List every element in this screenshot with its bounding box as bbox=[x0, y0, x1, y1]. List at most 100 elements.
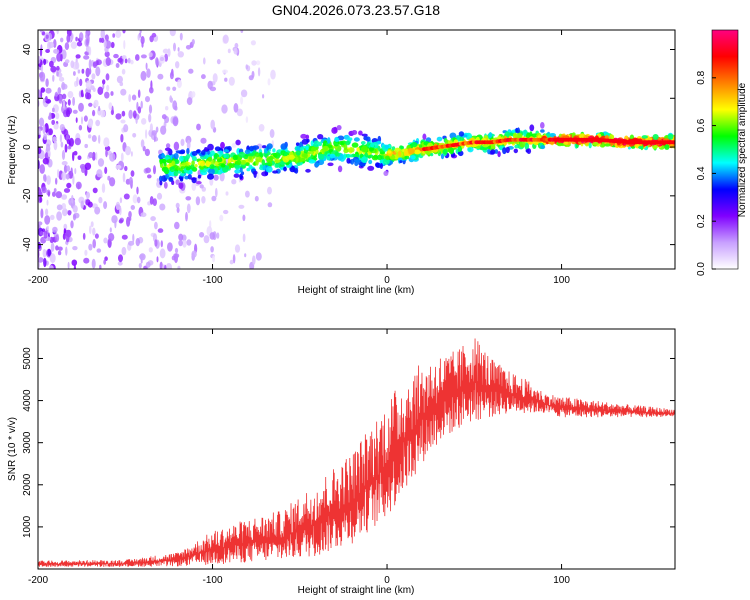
spectrogram-ridge-cell bbox=[516, 132, 523, 140]
spectrogram-noise-cell bbox=[177, 51, 184, 58]
colorbar-label: Normalized spectral amplitude bbox=[737, 82, 748, 217]
spectrogram-noise-cell bbox=[61, 81, 66, 91]
spectrogram-noise-cell bbox=[103, 39, 107, 49]
spectrogram-noise-cell bbox=[72, 205, 78, 213]
spectrogram-noise-cell bbox=[159, 248, 166, 259]
spectrogram-noise-cell bbox=[209, 86, 217, 92]
spectrogram-noise-cell bbox=[130, 170, 135, 177]
spectrogram-ridge-cell bbox=[343, 143, 348, 151]
spectrogram-noise-cell bbox=[128, 176, 133, 186]
spectrogram-noise-cell bbox=[99, 264, 102, 269]
spectrogram-noise-cell bbox=[252, 255, 256, 265]
spectrogram-noise-cell bbox=[203, 57, 206, 65]
spectrogram-ridge-cell bbox=[262, 145, 267, 149]
spectrogram-noise-cell bbox=[47, 150, 51, 158]
spectrogram-ridge-cell bbox=[436, 136, 443, 142]
spectrogram-noise-cell bbox=[231, 142, 237, 148]
spectrogram-noise-cell bbox=[72, 96, 75, 106]
spectrogram-noise-cell bbox=[79, 32, 84, 42]
spectrogram-noise-cell bbox=[118, 254, 123, 263]
spectrogram-noise-cell bbox=[40, 208, 44, 219]
spectrogram-noise-cell bbox=[91, 258, 96, 269]
y-tick-label: -20 bbox=[22, 188, 33, 203]
spectrogram-ridge-cell bbox=[223, 149, 230, 153]
spectrogram-noise-cell bbox=[267, 202, 273, 208]
spectrogram-noise-cell bbox=[52, 107, 55, 113]
spectrogram-noise-cell bbox=[103, 237, 108, 244]
spectrogram-noise-cell bbox=[176, 79, 182, 89]
spectrogram-ridge-cell bbox=[306, 138, 310, 143]
spectrogram-noise-cell bbox=[52, 226, 58, 233]
spectrogram-noise-cell bbox=[54, 92, 59, 97]
spectrogram-ridge-cell bbox=[318, 141, 322, 147]
spectrogram-noise-cell bbox=[93, 99, 99, 108]
spectrogram-ridge-cell bbox=[314, 162, 320, 167]
spectrogram-ridge-cell bbox=[337, 165, 343, 173]
spectrogram-noise-cell bbox=[77, 155, 82, 160]
spectrogram-ridge-cell bbox=[204, 147, 208, 152]
spectrogram-ridge-cell bbox=[280, 143, 288, 150]
spectrogram-ridge-cell bbox=[383, 170, 389, 176]
spectrogram-noise-cell bbox=[255, 60, 261, 66]
spectrogram-ridge-cell bbox=[165, 143, 171, 149]
spectrogram-ridge-cell bbox=[261, 159, 266, 166]
spectrogram-noise-cell bbox=[75, 36, 78, 42]
spectrogram-ridge-cell bbox=[458, 131, 465, 137]
spectrogram-noise-cell bbox=[213, 174, 219, 181]
spectrogram-noise-cell bbox=[245, 64, 249, 70]
spectrogram-noise-cell bbox=[141, 118, 147, 125]
spectrogram-noise-cell bbox=[108, 102, 113, 110]
spectrogram-noise-cell bbox=[120, 152, 124, 162]
spectrogram-noise-cell bbox=[145, 167, 152, 174]
spectrogram-ridge-cell bbox=[199, 166, 204, 170]
spectrogram-noise-cell bbox=[113, 53, 119, 59]
spectrogram-noise-cell bbox=[55, 234, 60, 242]
x-tick-label: -200 bbox=[28, 575, 48, 586]
x-tick-label: -200 bbox=[28, 275, 48, 286]
spectrogram-ridge-cell bbox=[322, 149, 326, 153]
spectrogram-noise-cell bbox=[110, 41, 115, 49]
spectrogram-noise-cell bbox=[174, 221, 180, 230]
spectrogram-noise-cell bbox=[165, 106, 169, 111]
spectrogram-noise-cell bbox=[66, 139, 71, 145]
spectrogram-noise-cell bbox=[81, 116, 83, 125]
spectrogram-ridge-cell bbox=[365, 136, 371, 142]
spectrogram-noise-cell bbox=[96, 60, 99, 66]
spectrogram-ridge-cell bbox=[214, 146, 221, 152]
spectrogram-noise-cell bbox=[248, 75, 254, 81]
spectrogram-noise-cell bbox=[46, 175, 51, 186]
spectrogram-ridge-cell bbox=[502, 147, 507, 155]
spectrogram-noise-cell bbox=[104, 51, 110, 58]
spectrogram-ridge-cell bbox=[230, 163, 235, 169]
spectrogram-noise-cell bbox=[84, 162, 92, 170]
spectrogram-noise-cell bbox=[180, 138, 185, 147]
spectrogram-ridge-cell bbox=[338, 141, 344, 145]
spectrogram-noise-cell bbox=[160, 240, 163, 248]
spectrogram-noise-cell bbox=[161, 114, 167, 120]
spectrogram-noise-cell bbox=[102, 83, 105, 90]
spectrogram-noise-cell bbox=[73, 150, 78, 156]
spectrogram-noise-cell bbox=[149, 86, 154, 94]
spectrogram-ridge-cell bbox=[371, 155, 379, 161]
spectrogram-noise-cell bbox=[145, 62, 148, 70]
spectrogram-noise-cell bbox=[88, 68, 92, 75]
spectrogram-noise-cell bbox=[52, 136, 57, 143]
spectrogram-noise-cell bbox=[39, 30, 44, 33]
spectrogram-noise-cell bbox=[148, 104, 153, 114]
spectrogram-noise-cell bbox=[53, 48, 60, 54]
spectrogram-noise-cell bbox=[105, 73, 110, 81]
spectrogram-noise-cell bbox=[53, 188, 57, 193]
spectrogram-noise-cell bbox=[153, 135, 156, 143]
spectrogram-ridge-cell bbox=[540, 129, 545, 133]
spectrogram-ridge-cell bbox=[360, 141, 366, 145]
spectrogram-ridge-cell bbox=[307, 151, 315, 155]
spectrogram-noise-cell bbox=[122, 172, 126, 183]
spectrogram-noise-cell bbox=[90, 221, 94, 228]
spectrogram-noise-cell bbox=[177, 47, 180, 52]
spectrogram-noise-cell bbox=[41, 186, 47, 194]
spectrogram-noise-cell bbox=[195, 196, 201, 206]
snr-series-line bbox=[38, 338, 675, 567]
spectrogram-noise-cell bbox=[43, 133, 48, 141]
spectrogram-noise-cell bbox=[75, 61, 80, 70]
spectrogram-ridge-cell bbox=[318, 153, 325, 160]
